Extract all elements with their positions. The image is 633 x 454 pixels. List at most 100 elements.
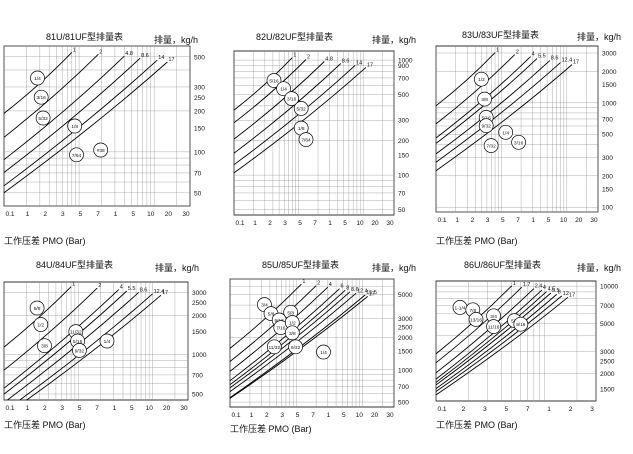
y-tick-label: 150 — [602, 186, 613, 193]
plot-frame — [229, 278, 395, 408]
chart-panel-83u: 83U/83UF型排量表 排量，kg/h 1 2 4 5.5 8.6 12.4 171/23… — [435, 29, 621, 246]
y-tick-label: 700 — [398, 75, 409, 82]
series-line — [3, 286, 72, 348]
series-line — [435, 294, 557, 389]
y-tick-labels: 3000 2000 1500 1000 700 500 300 200 150 100 — [602, 51, 617, 212]
size-badge: 13/16 — [468, 312, 484, 327]
x-tick-label: 0.1 — [5, 211, 14, 218]
size-badge-label: 9/32 — [291, 345, 301, 351]
series-line — [435, 295, 563, 392]
size-badge-label: 11/32 — [268, 345, 280, 351]
size-badge-label: 3/8 — [41, 344, 48, 350]
size-badge-label: 9/16 — [516, 322, 526, 328]
size-badge: 1-1/4 — [452, 300, 468, 315]
size-badge-label: 7/32 — [486, 144, 496, 150]
size-badge: 11/16 — [486, 319, 501, 334]
size-badge-label: 1/8 — [298, 126, 305, 132]
series-label: 15.5 — [366, 290, 377, 296]
plot-area: 1 2 4.8 8.6 14 171/43/165/321/87/64#385003002… — [3, 45, 205, 218]
series-label: 2 — [317, 281, 320, 287]
series-label: 8 — [346, 285, 349, 291]
y-tick-label: 150 — [398, 152, 409, 159]
size-badge-label: 13/16 — [470, 317, 482, 323]
size-badge-label: 3/16 — [37, 95, 47, 101]
series-line — [435, 288, 535, 374]
plot-area: 1 2 4.8 8.6 14 175/161/43/165/321/87/64100090… — [233, 50, 413, 227]
x-tick-label: 5 — [131, 211, 135, 218]
series-label: 5.5 — [538, 54, 546, 60]
series-line — [435, 296, 569, 396]
x-tick-label: 0.1 — [235, 220, 244, 227]
x-tick-label: 2 — [43, 405, 47, 412]
plot-area: 1 2 4 5.5 8.6 12.4175/81/23/811/325/169/321/4… — [3, 281, 207, 412]
size-badge: 1/8 — [67, 118, 83, 134]
x-tick-label: 5 — [504, 406, 508, 413]
series-line — [233, 67, 367, 174]
chart-panel-82u: 82U/82UF型排量表 排量，kg/h 1 2 4.8 8.6 14 175/161/4… — [233, 31, 416, 227]
x-tick-label: 20 — [165, 211, 173, 218]
series-line — [3, 55, 125, 161]
size-badge-label: 11/32 — [70, 330, 82, 336]
series-label: 5.5 — [128, 286, 136, 292]
size-badge: 7/64 — [69, 147, 84, 163]
y-tick-label: 250 — [194, 95, 205, 102]
x-tick-labels: 0.1 1 2 3 5 7 1 5 10 20 30 — [437, 217, 598, 224]
series-line — [3, 57, 141, 173]
series-label: 8.6 — [141, 53, 149, 59]
series-line — [3, 287, 98, 371]
series-label: 14 — [158, 55, 164, 61]
x-tick-label: 2 — [471, 217, 475, 224]
size-badge: 7/64 — [298, 132, 314, 147]
y-tick-label: 70 — [398, 190, 406, 197]
x-tick-label: 2 — [265, 412, 269, 419]
size-badge-label: 7/16 — [276, 326, 286, 332]
size-badge-label: 9/32 — [482, 124, 492, 130]
x-tick-label: 5 — [78, 405, 82, 412]
series-label: 1 — [293, 53, 296, 59]
y-tick-label: 50 — [194, 190, 202, 197]
y-tick-label: 2500 — [398, 325, 413, 332]
x-tick-label: 7 — [95, 405, 99, 412]
series-line — [26, 294, 162, 401]
x-tick-label: 2 — [43, 211, 47, 218]
size-badge: 7/32 — [483, 138, 499, 153]
y-tick-label: 500 — [398, 400, 409, 407]
series-label: 12.4 — [154, 289, 165, 295]
series-label: 2 — [307, 55, 310, 61]
x-tick-label: 2 — [569, 406, 573, 413]
series-label: 12.4 — [357, 288, 368, 294]
y-tick-label: 1000 — [192, 352, 207, 359]
x-tick-label: 1 — [26, 405, 30, 412]
size-badge: 1/2 — [33, 317, 49, 332]
series-label: 17 — [573, 60, 579, 66]
y-tick-label: 100 — [194, 149, 205, 156]
series-line — [3, 290, 128, 395]
size-badge-label: 5/8 — [287, 310, 294, 316]
x-tick-label: 20 — [371, 412, 379, 419]
series-line — [3, 61, 168, 194]
series-line — [435, 291, 547, 383]
size-badge-label: 7/8 — [469, 308, 476, 314]
x-tick-label: 5 — [130, 405, 134, 412]
y-axis-title: 排量，kg/h — [155, 262, 199, 273]
y-tick-label: 100 — [602, 205, 613, 212]
series-label: 5.5 — [552, 288, 560, 294]
y-tick-label: 5000 — [600, 321, 615, 328]
x-tick-label: 10 — [356, 220, 364, 227]
y-tick-label: 700 — [602, 117, 613, 124]
x-tick-label: 5 — [296, 412, 300, 419]
series-label: 8.6 — [140, 287, 148, 293]
y-tick-label: 150 — [194, 125, 205, 132]
x-tick-label: 1 — [455, 217, 459, 224]
series-label: 4 — [329, 282, 332, 288]
size-badge: 3/8 — [477, 91, 492, 107]
series-label: 4 — [532, 52, 535, 58]
y-tick-labels: 10000 7000 5000 3000 2500 2000 1500 — [600, 284, 618, 394]
size-badge: 9/16 — [513, 316, 529, 332]
grid — [229, 278, 395, 407]
y-tick-label: 200 — [398, 138, 409, 145]
x-tick-label: 0.1 — [437, 406, 446, 413]
size-badge-label: 3/4 — [490, 314, 497, 320]
